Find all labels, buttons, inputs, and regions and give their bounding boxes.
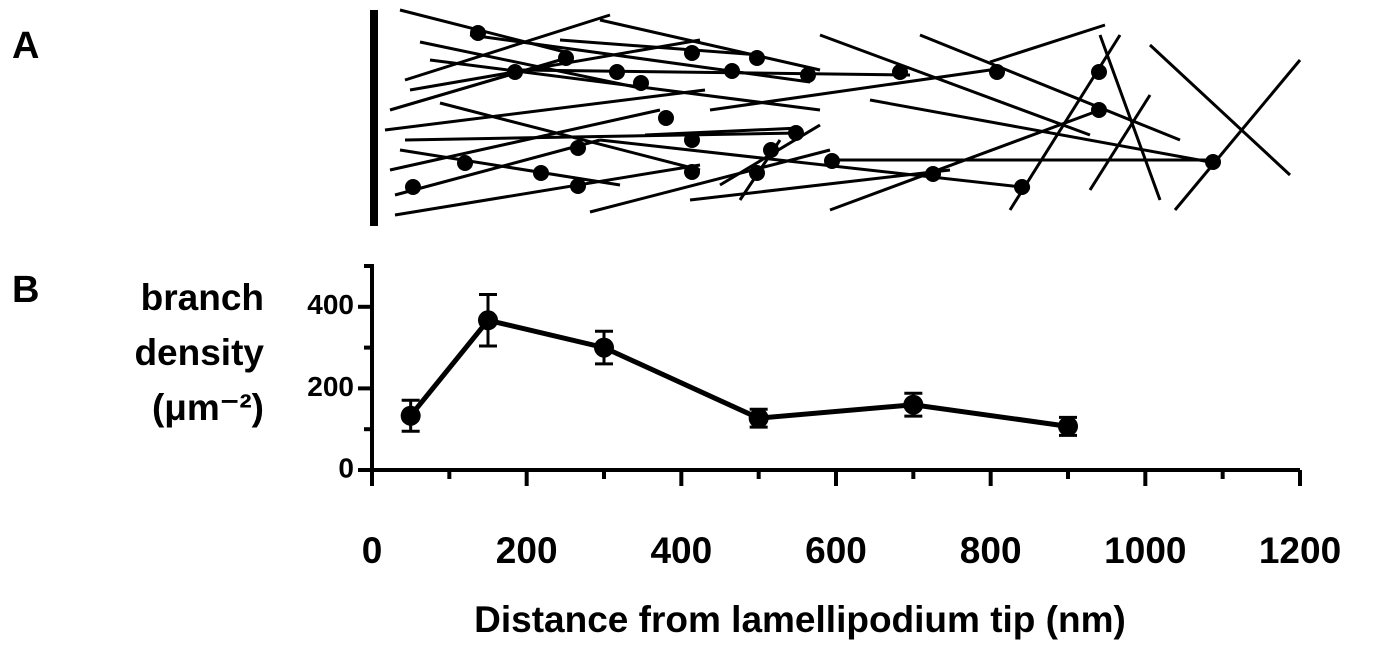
branch-point xyxy=(749,165,765,181)
filament xyxy=(439,101,701,172)
data-point xyxy=(748,408,769,429)
branch-point xyxy=(470,25,486,41)
filament xyxy=(1088,94,1152,191)
filament xyxy=(404,131,801,142)
branch-point xyxy=(1014,179,1030,195)
x-tick-label: 1000 xyxy=(1104,530,1186,571)
y-axis-label: branch xyxy=(141,277,264,318)
branch-point xyxy=(405,179,421,195)
branch-point xyxy=(1091,102,1107,118)
branch-point xyxy=(507,64,523,80)
filament xyxy=(599,18,821,72)
filament xyxy=(1148,43,1292,177)
branch-point xyxy=(533,165,549,181)
y-axis-label: density xyxy=(134,332,264,373)
panel-label: A xyxy=(12,25,39,67)
data-line xyxy=(408,317,1069,429)
filament xyxy=(1173,59,1302,211)
filament-diagram xyxy=(370,8,1302,226)
x-tick-label: 800 xyxy=(960,530,1022,571)
branch-point xyxy=(892,64,908,80)
data-point xyxy=(1058,416,1078,437)
branch-point xyxy=(925,166,941,182)
filament xyxy=(429,58,821,112)
filament xyxy=(644,126,801,137)
y-tick-label: 0 xyxy=(338,452,354,483)
data-point xyxy=(400,405,421,426)
x-tick-label: 600 xyxy=(805,530,867,571)
filament xyxy=(404,13,611,82)
filament xyxy=(384,88,706,132)
filament xyxy=(589,148,831,214)
filament xyxy=(419,40,641,90)
branch-point xyxy=(570,140,586,156)
branch-point xyxy=(457,155,473,171)
x-tick-label: 0 xyxy=(362,530,383,571)
x-tick-label: 1200 xyxy=(1259,530,1341,571)
filament xyxy=(709,68,991,112)
branch-point xyxy=(684,132,700,148)
x-tick-label: 200 xyxy=(496,530,558,571)
branch-point xyxy=(1205,154,1221,170)
data-point xyxy=(478,310,498,331)
data-point xyxy=(903,394,924,415)
filament xyxy=(919,33,1181,142)
data-point xyxy=(594,337,614,358)
branch-point xyxy=(1091,64,1107,80)
x-axis-label: Distance from lamellipodium tip (nm) xyxy=(474,599,1126,640)
filament xyxy=(1098,34,1162,201)
branch-point xyxy=(788,125,804,141)
y-axis-label: (μm⁻²) xyxy=(152,387,264,428)
branch-point xyxy=(570,178,586,194)
filament xyxy=(399,148,621,187)
branch-point xyxy=(633,75,649,91)
branch-point xyxy=(749,50,765,66)
branch-point xyxy=(609,64,625,80)
branch-point xyxy=(724,63,740,79)
branch-point xyxy=(684,45,700,61)
filament xyxy=(519,68,911,77)
panel-label: B xyxy=(12,269,39,311)
filament xyxy=(559,38,761,57)
branch-point xyxy=(824,153,840,169)
filament xyxy=(989,23,1106,64)
branch-point xyxy=(658,110,674,126)
filament xyxy=(599,138,1031,190)
branch-point xyxy=(989,64,1005,80)
filament xyxy=(394,138,601,197)
filament xyxy=(389,108,661,172)
branch-point xyxy=(800,67,816,83)
filament xyxy=(394,163,701,217)
branch-point xyxy=(763,142,779,158)
y-tick-label: 200 xyxy=(307,371,354,402)
x-tick-label: 400 xyxy=(650,530,712,571)
filament xyxy=(389,58,561,112)
branch-point xyxy=(684,164,700,180)
y-tick-label: 400 xyxy=(307,289,354,320)
branch-point xyxy=(558,50,574,66)
filament xyxy=(819,33,1091,137)
